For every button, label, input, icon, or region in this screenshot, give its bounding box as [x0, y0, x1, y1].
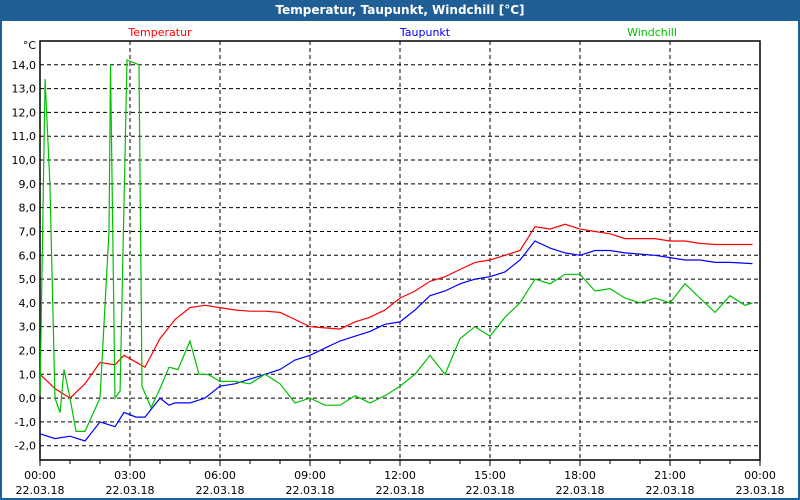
y-tick-label: 0,0	[19, 392, 37, 405]
x-tick-time: 18:00	[564, 469, 596, 482]
y-axis-unit: °C	[23, 39, 37, 52]
series-line-taupunkt	[39, 240, 753, 442]
y-tick-label: 8,0	[19, 202, 37, 215]
plot-frame	[39, 40, 761, 461]
x-tick-time: 03:00	[114, 469, 146, 482]
window-title: Temperatur, Taupunkt, Windchill [°C]	[0, 0, 800, 21]
y-tick-label: -1,0	[15, 416, 36, 429]
y-tick-label: 10,0	[12, 154, 37, 167]
x-tick-time: 00:00	[744, 469, 776, 482]
x-tick-date: 23.03.18	[736, 484, 785, 497]
y-tick-label: 2,0	[19, 344, 37, 357]
x-tick-date: 22.03.18	[286, 484, 335, 497]
y-tick-label: 1,0	[19, 368, 37, 381]
y-tick-label: 11,0	[12, 130, 37, 143]
x-tick-date: 22.03.18	[466, 484, 515, 497]
x-tick-date: 22.03.18	[196, 484, 245, 497]
y-tick-label: 13,0	[12, 83, 37, 96]
y-tick-label: 14,0	[12, 59, 37, 72]
legend-temperatur: Temperatur	[127, 26, 192, 39]
x-tick-time: 09:00	[294, 469, 326, 482]
x-tick-time: 00:00	[24, 469, 56, 482]
x-tick-time: 15:00	[474, 469, 506, 482]
x-tick-time: 06:00	[204, 469, 236, 482]
x-tick-date: 22.03.18	[106, 484, 155, 497]
y-tick-label: 7,0	[19, 225, 37, 238]
y-tick-label: 5,0	[19, 273, 37, 286]
y-tick-label: 6,0	[19, 249, 37, 262]
x-tick-time: 21:00	[654, 469, 686, 482]
x-tick-date: 22.03.18	[646, 484, 695, 497]
y-tick-label: 12,0	[12, 106, 37, 119]
x-tick-date: 22.03.18	[376, 484, 425, 497]
x-tick-date: 22.03.18	[556, 484, 605, 497]
y-tick-label: 4,0	[19, 297, 37, 310]
series-line-windchill	[39, 59, 753, 432]
y-tick-label: 9,0	[19, 178, 37, 191]
y-tick-label: -2,0	[15, 440, 36, 453]
y-tick-label: 3,0	[19, 321, 37, 334]
legend-taupunkt: Taupunkt	[399, 26, 451, 39]
series-line-temperatur	[39, 223, 753, 399]
legend-windchill: Windchill	[627, 26, 677, 39]
x-tick-time: 12:00	[384, 469, 416, 482]
x-tick-date: 22.03.18	[16, 484, 65, 497]
